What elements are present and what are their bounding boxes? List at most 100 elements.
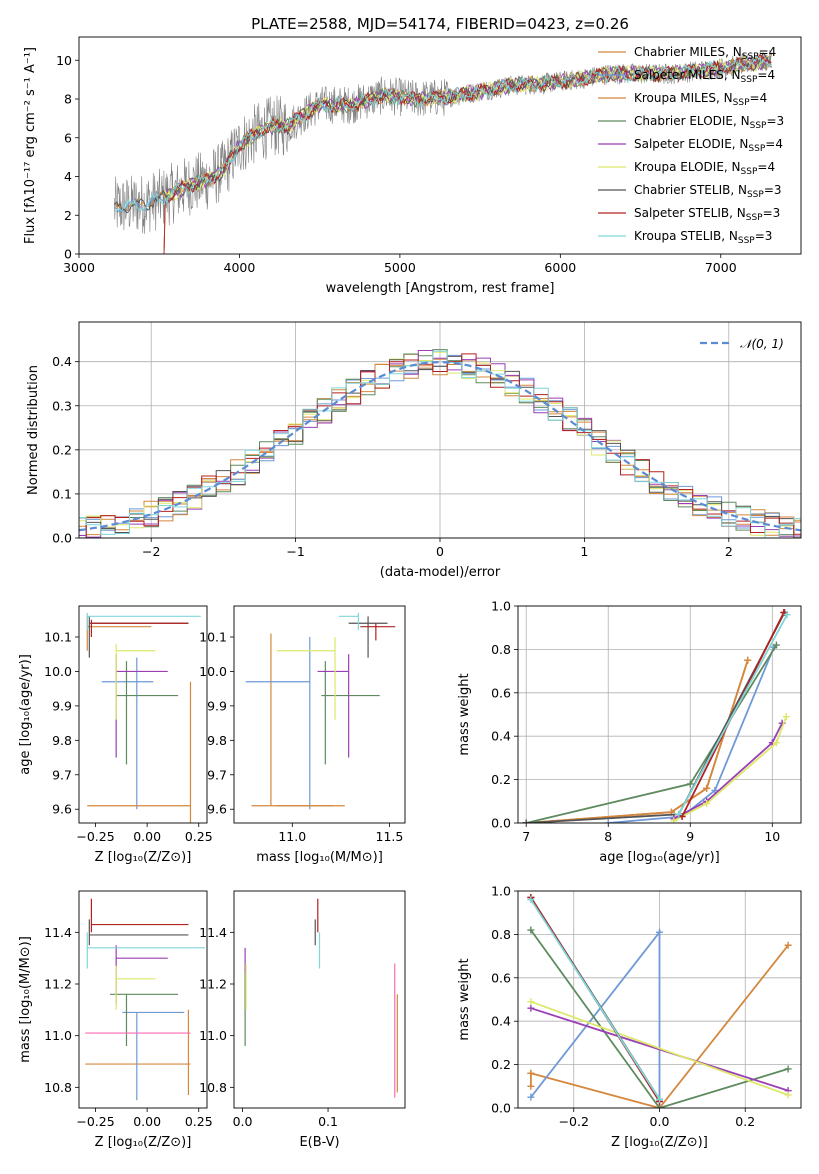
y-tick-label: 0.4 bbox=[491, 1014, 511, 1029]
series-marker bbox=[703, 799, 711, 807]
x-tick-label: 0.0 bbox=[650, 1114, 670, 1129]
y-tick-label: 9.8 bbox=[52, 733, 72, 748]
panel-mass-weight-vs-age: 7 8 9 10 0.0 0.2 0.4 0.6 0.8 1.0 age [log₁₀(age/yr… bbox=[457, 599, 802, 865]
model-spectrum-line bbox=[114, 53, 772, 214]
x-tick-label: 0.1 bbox=[318, 1114, 338, 1129]
x-axis-label: Z [log₁₀(Z/Z⊙)] bbox=[611, 1135, 708, 1150]
y-tick-label: 0 bbox=[64, 247, 72, 262]
y-tick-label: 0.6 bbox=[491, 970, 511, 985]
x-tick-label: 6000 bbox=[544, 260, 576, 275]
series-marker bbox=[527, 1069, 535, 1077]
model-spectrum-line bbox=[163, 54, 772, 254]
series-marker bbox=[782, 713, 790, 721]
y-tick-label: 11.2 bbox=[44, 977, 72, 992]
y-tick-label: 0.8 bbox=[491, 927, 511, 942]
x-tick-label: 0.25 bbox=[185, 829, 213, 844]
plot-area-spectrum bbox=[113, 49, 773, 254]
series-marker bbox=[527, 998, 535, 1006]
y-tick-label: 1.0 bbox=[491, 884, 511, 899]
series-line bbox=[530, 1000, 789, 1096]
x-tick-label: −0.2 bbox=[559, 1114, 589, 1129]
x-tick-label: 0.00 bbox=[133, 1114, 161, 1129]
x-axis-label: wavelength [Angstrom, rest frame] bbox=[326, 281, 555, 296]
plot-area-mass-vs-ebv bbox=[244, 898, 398, 1098]
y-tick-label: 9.6 bbox=[207, 802, 227, 817]
y-tick-label: 4 bbox=[64, 169, 72, 184]
x-axis-label: age [log₁₀(age/yr)] bbox=[599, 850, 720, 865]
series-line bbox=[673, 722, 783, 820]
series-marker bbox=[744, 656, 752, 664]
legend-entry: Kroupa ELODIE, NSSP=4 bbox=[634, 160, 775, 177]
histogram-step-line bbox=[79, 353, 801, 538]
x-axis-label: (data-model)/error bbox=[380, 565, 501, 580]
y-tick-label: 9.7 bbox=[207, 767, 227, 782]
x-tick-label: 5000 bbox=[384, 260, 416, 275]
legend-entry: Salpeter MILES, NSSP=4 bbox=[634, 68, 775, 85]
y-tick-label: 10.1 bbox=[44, 630, 72, 645]
y-tick-label: 10.0 bbox=[199, 664, 227, 679]
y-tick-label: 10.8 bbox=[44, 1080, 72, 1095]
normal-curve-line bbox=[79, 360, 801, 532]
series-marker bbox=[604, 819, 612, 823]
legend-entry: Chabrier STELIB, NSSP=3 bbox=[634, 183, 782, 200]
y-tick-label: 0.6 bbox=[491, 685, 511, 700]
x-axis-label: mass [log₁₀(M/M⊙)] bbox=[256, 850, 383, 865]
histogram-step-line bbox=[79, 353, 801, 538]
series-marker bbox=[527, 926, 535, 934]
series-marker bbox=[527, 896, 535, 904]
y-tick-label: 8 bbox=[64, 92, 72, 107]
series-marker bbox=[686, 780, 694, 788]
x-tick-label: 0.00 bbox=[133, 829, 161, 844]
x-tick-label: 7000 bbox=[705, 260, 737, 275]
series-marker bbox=[772, 739, 780, 747]
series-line bbox=[608, 646, 775, 823]
y-tick-label: 9.8 bbox=[207, 733, 227, 748]
panel-residuals: −2 −1 0 1 2 0.0 0.1 0.2 0.3 0.4 (data-model)/error… bbox=[26, 321, 802, 580]
model-spectrum-line bbox=[163, 53, 772, 254]
model-spectrum-line bbox=[114, 55, 772, 213]
panel-mass-vs-Z: −0.25 0.00 0.25 10.8 11.0 11.2 11.4 Z [log₁₀(Z/… bbox=[18, 890, 213, 1150]
plot-frame bbox=[78, 36, 802, 255]
y-tick-label: 0.0 bbox=[491, 816, 511, 831]
series-line bbox=[678, 614, 788, 815]
plot-frame bbox=[233, 890, 406, 1109]
x-tick-label: 8 bbox=[604, 829, 612, 844]
panel-mass-weight-vs-Z: −0.2 0.0 0.2 0.0 0.2 0.4 0.6 0.8 1.0 Z [log₁₀(Z/Z… bbox=[457, 884, 802, 1150]
series-line bbox=[530, 944, 789, 1108]
series-line bbox=[530, 1007, 789, 1092]
panel-age-vs-mass: 11.0 11.5 9.6 9.7 9.8 9.9 10.0 10.1 mass [log₁₀(… bbox=[199, 605, 406, 865]
y-tick-label: 10.0 bbox=[44, 664, 72, 679]
x-axis-label: Z [log₁₀(Z/Z⊙)] bbox=[95, 850, 192, 865]
y-tick-label: 1.0 bbox=[491, 599, 511, 614]
y-tick-label: 0.3 bbox=[52, 398, 72, 413]
y-tick-label: 0.0 bbox=[52, 531, 72, 546]
panel-age-vs-Z: −0.25 0.00 0.25 9.6 9.7 9.8 9.9 10.0 10.1 Z [log₁… bbox=[18, 605, 213, 865]
x-tick-label: 11.0 bbox=[278, 829, 306, 844]
model-spectrum-line bbox=[163, 56, 772, 254]
y-tick-label: 10 bbox=[56, 53, 72, 68]
x-tick-label: 7 bbox=[522, 829, 530, 844]
series-marker bbox=[527, 1004, 535, 1012]
x-tick-label: −1 bbox=[286, 544, 304, 559]
y-axis-label: mass [log₁₀(M/M⊙)] bbox=[18, 936, 33, 1063]
model-spectrum-line bbox=[163, 54, 772, 254]
x-tick-label: 0 bbox=[436, 544, 444, 559]
series-marker bbox=[527, 1082, 535, 1090]
plot-area-mass-vs-Z bbox=[85, 898, 205, 1101]
y-axis-label: Normed distribution bbox=[26, 365, 41, 495]
x-tick-label: 0.0 bbox=[233, 1114, 253, 1129]
histogram-step-line bbox=[79, 355, 801, 538]
series-line bbox=[526, 660, 749, 823]
legend-entry: Kroupa STELIB, NSSP=3 bbox=[634, 229, 772, 246]
x-tick-label: 10 bbox=[764, 829, 780, 844]
histogram-step-line bbox=[79, 350, 801, 538]
legend-entry: Chabrier MILES, NSSP=4 bbox=[634, 45, 776, 62]
legend-entry: 𝒩(0, 1) bbox=[740, 337, 784, 351]
x-tick-label: 1 bbox=[580, 544, 588, 559]
plot-area-mass-weight-vs-Z bbox=[527, 894, 792, 1108]
y-tick-label: 0.4 bbox=[52, 354, 72, 369]
x-tick-label: 2 bbox=[725, 544, 733, 559]
series-marker bbox=[527, 1093, 535, 1101]
